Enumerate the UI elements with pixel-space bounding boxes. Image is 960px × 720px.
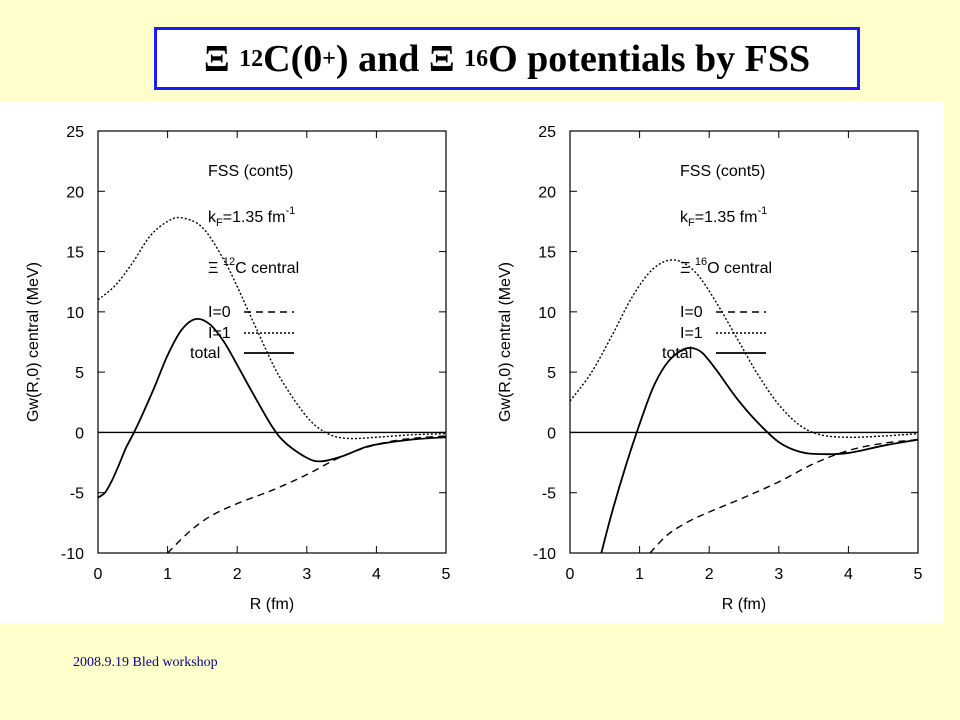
y-tick-label: -5 xyxy=(542,486,556,503)
x-axis-label: R (fm) xyxy=(722,596,766,613)
kf-exponent: -1 xyxy=(757,205,767,217)
y-tick-label: -5 xyxy=(70,486,84,503)
series-line-dashed xyxy=(649,438,918,553)
system-mass: 16 xyxy=(695,256,707,268)
title-rest: O potentials by FSS xyxy=(488,37,811,80)
x-tick-label: 0 xyxy=(94,566,103,583)
y-tick-label: 5 xyxy=(75,365,84,382)
system-annotation: Ξ 12C central xyxy=(208,256,299,277)
series-line-solid xyxy=(98,317,446,499)
chart-panel-left: 0 1 2 3 4 5 -10 -5 0 5 10 15 20 25 R (fm) Gw(R,0) centr… xyxy=(0,101,472,623)
x-tick-label: 0 xyxy=(566,566,575,583)
x-axis-label: R (fm) xyxy=(250,596,294,613)
x-tick-label: 2 xyxy=(233,566,242,583)
kf-subscript: F xyxy=(216,217,223,229)
footer-date: 2008.9.19 Bled workshop xyxy=(73,655,218,670)
y-tick-label: 25 xyxy=(538,124,556,141)
y-tick-label: 25 xyxy=(66,124,84,141)
system-suffix: central xyxy=(247,260,299,277)
series-line-dashed xyxy=(167,435,446,553)
plot-frame xyxy=(97,130,447,554)
chart-xi-16o: 0 1 2 3 4 5 -10 -5 0 5 10 15 20 25 R (fm) Gw(R,0) centr… xyxy=(497,124,923,613)
title-xi-symbol-1: Ξ xyxy=(203,37,230,80)
legend-label-i0: I=0 xyxy=(680,304,703,321)
y-tick-label: -10 xyxy=(61,546,84,563)
x-tick-label: 1 xyxy=(163,566,172,583)
y-tick-label: -10 xyxy=(533,546,556,563)
kf-annotation: kF=1.35 fm-1 xyxy=(208,205,295,229)
y-tick-label: 20 xyxy=(538,184,556,201)
kf-value: =1.35 fm xyxy=(695,209,758,226)
title-mid: ) and xyxy=(335,37,429,80)
series-line-dotted xyxy=(98,216,446,440)
system-suffix: central xyxy=(720,260,772,277)
legend-label-total: total xyxy=(190,345,220,362)
y-tick-label: 10 xyxy=(66,305,84,322)
slide-title: Ξ 12 C(0 +) and Ξ 16 O potentials by FSS xyxy=(154,27,860,90)
system-annotation: Ξ 16O central xyxy=(680,256,772,277)
series-line-solid xyxy=(600,346,918,553)
x-tick-label: 4 xyxy=(844,566,853,583)
kf-subscript: F xyxy=(688,217,695,229)
legend-label-i1: I=1 xyxy=(680,325,703,342)
y-tick-label: 10 xyxy=(538,305,556,322)
kf-exponent: -1 xyxy=(285,205,295,217)
title-xi-symbol-2: Ξ xyxy=(428,37,455,80)
kf-value: =1.35 fm xyxy=(223,209,286,226)
x-tick-label: 5 xyxy=(914,566,923,583)
x-tick-label: 5 xyxy=(442,566,451,583)
y-tick-label: 15 xyxy=(66,245,84,262)
y-tick-label: 0 xyxy=(75,425,84,442)
plot-frame xyxy=(569,130,919,554)
model-annotation: FSS (cont5) xyxy=(208,163,293,180)
system-nucleus: O xyxy=(707,260,719,277)
kf-prefix: k xyxy=(680,209,689,226)
kf-annotation: kF=1.35 fm-1 xyxy=(680,205,767,229)
y-tick-label: 0 xyxy=(547,425,556,442)
model-annotation: FSS (cont5) xyxy=(680,163,765,180)
x-tick-label: 1 xyxy=(635,566,644,583)
y-axis-label: Gw(R,0) central (MeV) xyxy=(25,262,42,422)
system-mass: 12 xyxy=(223,256,235,268)
x-tick-label: 2 xyxy=(705,566,714,583)
y-tick-label: 20 xyxy=(66,184,84,201)
series-line-dotted xyxy=(570,259,918,438)
kf-prefix: k xyxy=(208,209,217,226)
system-xi: Ξ xyxy=(680,260,695,277)
x-tick-label: 3 xyxy=(302,566,311,583)
legend-label-i1: I=1 xyxy=(208,325,231,342)
chart-panel-right: 0 1 2 3 4 5 -10 -5 0 5 10 15 20 25 R (fm) Gw(R,0) centr… xyxy=(472,101,944,623)
y-tick-label: 5 xyxy=(547,365,556,382)
x-tick-label: 3 xyxy=(774,566,783,583)
system-xi: Ξ xyxy=(208,260,223,277)
title-nucleus-1: C(0 xyxy=(263,37,323,80)
system-nucleus: C xyxy=(235,260,247,277)
y-axis-label: Gw(R,0) central (MeV) xyxy=(497,262,514,422)
x-tick-label: 4 xyxy=(372,566,381,583)
legend-label-i0: I=0 xyxy=(208,304,231,321)
y-tick-label: 15 xyxy=(538,245,556,262)
